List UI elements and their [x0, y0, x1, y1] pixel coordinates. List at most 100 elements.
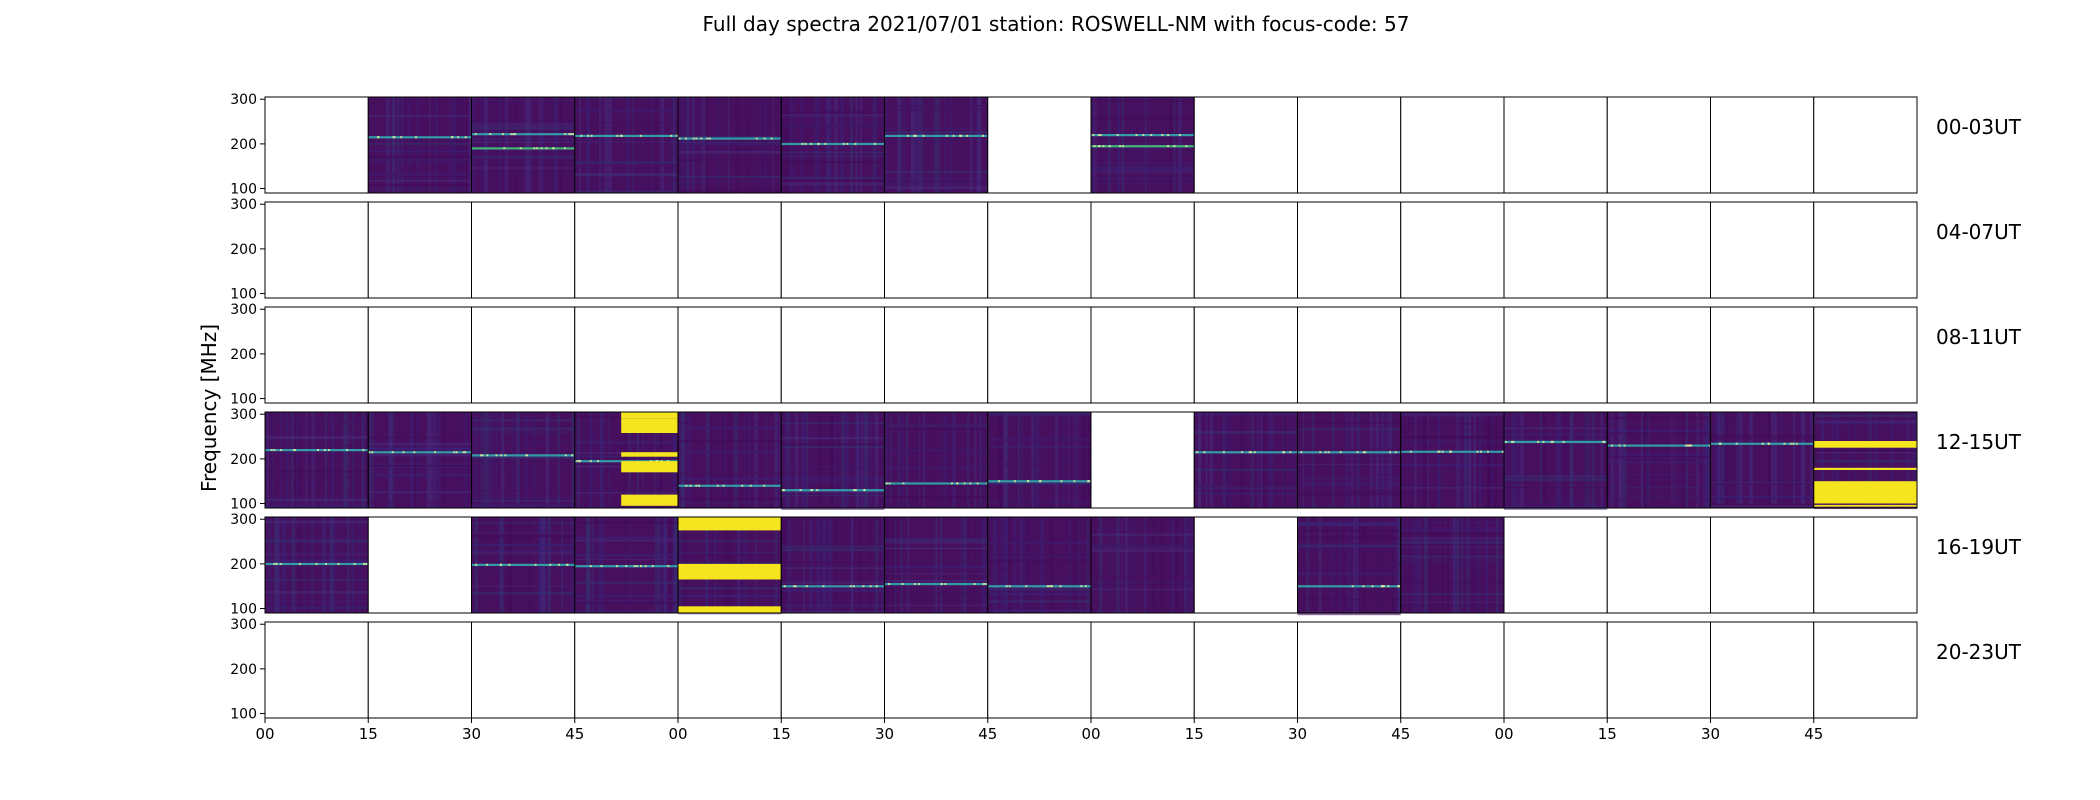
- noise-stripe: [535, 412, 540, 508]
- noise-stripe: [1000, 517, 1005, 613]
- spectrogram-cell: [1813, 621, 1918, 719]
- noise-band: [884, 541, 988, 544]
- rfi-speck: [863, 489, 866, 492]
- noise-stripe: [1911, 412, 1916, 508]
- noise-stripe: [1003, 412, 1007, 508]
- rfi-speck: [1789, 442, 1792, 445]
- noise-stripe: [1269, 412, 1274, 508]
- spectrogram-cell: [780, 621, 885, 719]
- noise-band: [1504, 487, 1608, 488]
- rfi-speck: [793, 585, 796, 588]
- rfi-band: [1091, 145, 1195, 148]
- y-tick-label: 300: [230, 407, 257, 423]
- rfi-band: [987, 585, 1091, 588]
- spectrogram-cell: [264, 201, 369, 299]
- empty-cell: [678, 622, 782, 718]
- noise-stripe: [407, 97, 410, 193]
- noise-stripe: [486, 412, 489, 508]
- rfi-speck: [1050, 585, 1053, 588]
- noise-band: [678, 154, 782, 157]
- noise-band: [1091, 110, 1195, 111]
- noise-band: [1400, 532, 1504, 536]
- spectrogram-cell: [987, 516, 1092, 614]
- noise-stripe: [658, 517, 661, 613]
- noise-band: [1710, 435, 1814, 438]
- empty-cell: [1400, 622, 1504, 718]
- noise-stripe: [295, 412, 300, 508]
- noise-band: [471, 496, 575, 498]
- noise-stripe: [708, 412, 712, 508]
- noise-band: [265, 559, 369, 562]
- noise-band: [471, 544, 575, 547]
- noise-stripe: [1308, 412, 1310, 508]
- noise-band: [781, 466, 885, 469]
- rfi-speck: [1356, 451, 1359, 454]
- noise-stripe: [1055, 412, 1058, 508]
- noise-band: [884, 550, 988, 552]
- spectrogram-cell: [471, 411, 576, 509]
- panel-row: 300 200 100 16-19UT: [230, 512, 2021, 617]
- noise-band: [678, 472, 782, 475]
- noise-band: [1297, 529, 1401, 532]
- rfi-speck: [510, 133, 513, 136]
- empty-cell: [1504, 517, 1608, 613]
- rfi-speck: [854, 489, 857, 492]
- noise-stripe: [785, 412, 789, 508]
- rfi-speck: [480, 454, 482, 457]
- noise-stripe: [1749, 412, 1753, 508]
- empty-cell: [265, 97, 369, 193]
- noise-band: [1091, 153, 1195, 155]
- noise-stripe: [589, 412, 593, 508]
- noise-stripe: [1260, 412, 1263, 508]
- rfi-speck: [475, 563, 478, 566]
- noise-band: [368, 115, 472, 118]
- noise-band: [1194, 430, 1298, 433]
- noise-band: [781, 443, 885, 446]
- noise-stripe: [497, 97, 501, 193]
- rfi-speck: [576, 460, 579, 463]
- spectrogram-cell: [780, 201, 885, 299]
- rfi-speck: [1686, 444, 1689, 447]
- noise-band: [1194, 468, 1298, 471]
- noise-band: [1091, 530, 1195, 534]
- rfi-band: [471, 133, 575, 136]
- noise-stripe: [901, 412, 905, 508]
- rfi-speck: [570, 133, 572, 136]
- panel-row: 300 200 100 04-07UT: [230, 197, 2021, 302]
- noise-stripe: [979, 517, 982, 613]
- rfi-speck: [1087, 480, 1089, 483]
- noise-stripe: [1570, 412, 1573, 508]
- rfi-speck: [566, 563, 569, 566]
- noise-band: [884, 468, 988, 470]
- noise-stripe: [660, 97, 664, 193]
- rfi-speck: [976, 482, 979, 485]
- noise-stripe: [1437, 412, 1441, 508]
- empty-cell: [368, 517, 472, 613]
- rfi-speck: [580, 134, 583, 137]
- rfi-speck: [1398, 585, 1400, 588]
- noise-stripe: [906, 412, 909, 508]
- noise-stripe: [1615, 412, 1617, 508]
- noise-stripe: [1283, 412, 1286, 508]
- noise-stripe: [1156, 97, 1160, 193]
- noise-band: [1091, 575, 1195, 579]
- noise-stripe: [953, 412, 956, 508]
- noise-stripe: [813, 412, 815, 508]
- noise-band: [1710, 425, 1814, 427]
- noise-band: [574, 610, 678, 613]
- noise-stripe: [929, 412, 931, 508]
- noise-stripe: [1622, 412, 1627, 508]
- noise-stripe: [1738, 412, 1740, 508]
- noise-band: [265, 539, 369, 542]
- noise-stripe: [479, 412, 482, 508]
- rfi-speck: [508, 563, 511, 566]
- noise-band: [987, 463, 1091, 466]
- noise-stripe: [1076, 412, 1079, 508]
- noise-band: [471, 504, 575, 507]
- noise-stripe: [433, 412, 435, 508]
- spectrogram-cell: [574, 201, 679, 299]
- rfi-speck: [749, 484, 752, 487]
- rfi-speck: [885, 482, 888, 485]
- rfi-speck: [1542, 440, 1545, 443]
- rfi-speck: [270, 449, 273, 451]
